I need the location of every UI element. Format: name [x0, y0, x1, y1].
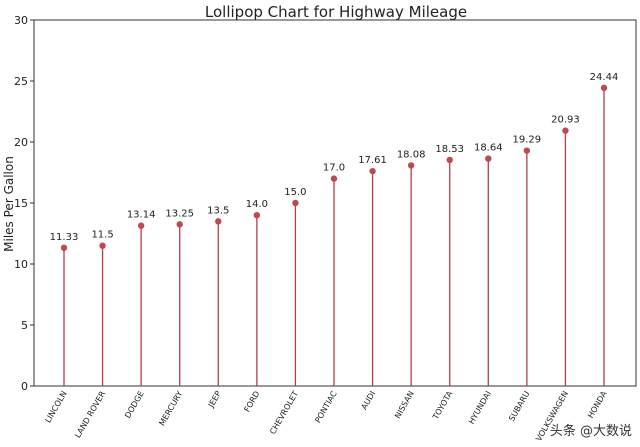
x-tick-label: CHEVROLET — [268, 389, 300, 435]
x-tick-label: LINCOLN — [43, 389, 68, 424]
x-tick-label: TOYOTA — [431, 389, 455, 422]
y-tick-label: 10 — [14, 258, 28, 271]
data-label: 11.33 — [50, 232, 79, 243]
watermark: 头条 @大数说 — [549, 424, 632, 439]
lollipop-marker — [176, 221, 183, 228]
data-label: 15.0 — [284, 187, 306, 198]
x-tick-label: JEEP — [206, 389, 223, 409]
lollipop-marker — [485, 155, 492, 162]
y-tick-label: 15 — [14, 197, 28, 210]
data-label: 24.44 — [590, 72, 619, 83]
data-label: 17.0 — [323, 163, 345, 174]
data-label: 14.0 — [246, 199, 268, 210]
lollipop-marker — [446, 156, 453, 164]
y-axis-label: Miles Per Gallon — [2, 156, 16, 252]
data-label: 13.14 — [127, 210, 156, 221]
lollipop-marker — [600, 84, 608, 92]
y-axis: 0 5 10 15 20 25 30 — [14, 14, 34, 393]
lollipop-marker — [60, 244, 68, 251]
lollipop-marker — [369, 167, 376, 175]
x-tick-label: LAND ROVER — [73, 389, 107, 439]
x-tick-label: DODGE — [123, 390, 146, 420]
x-tick-label: FORD — [242, 390, 261, 414]
x-tick-label: HONDA — [586, 389, 609, 420]
lollipop-marker — [137, 222, 145, 229]
lollipop-series: 11.33 11.5 13.14 13.25 13.5 14.0 15.0 17.0 17.61… — [50, 72, 619, 386]
data-label: 11.5 — [91, 230, 113, 241]
y-tick-label: 20 — [14, 136, 28, 149]
lollipop-marker — [215, 218, 222, 225]
data-label: 19.29 — [513, 135, 542, 146]
lollipop-marker — [292, 199, 299, 207]
lollipop-marker — [523, 147, 531, 154]
data-label: 13.5 — [207, 205, 229, 216]
data-label: 18.08 — [397, 149, 426, 160]
chart-title: Lollipop Chart for Highway Mileage — [205, 3, 467, 21]
lollipop-marker — [407, 162, 415, 169]
lollipop-marker — [330, 175, 338, 182]
data-label: 18.64 — [474, 143, 503, 154]
data-label: 18.53 — [435, 144, 464, 155]
lollipop-marker — [253, 212, 261, 219]
x-axis: LINCOLN LAND ROVER DODGE MERCURY JEEP FORD CHE… — [43, 389, 609, 443]
y-tick-label: 30 — [14, 14, 28, 27]
y-tick-label: 0 — [21, 380, 28, 393]
x-tick-label: AUDI — [360, 390, 378, 412]
x-tick-label: NISSAN — [393, 389, 416, 420]
plot-area — [33, 19, 637, 387]
y-tick-label: 25 — [14, 75, 28, 88]
data-label: 13.25 — [165, 208, 194, 219]
x-tick-label: MERCURY — [157, 389, 184, 427]
lollipop-marker — [99, 242, 106, 249]
lollipop-marker — [562, 127, 569, 134]
x-tick-label: SUBARU — [507, 389, 532, 422]
y-tick-label: 5 — [21, 319, 28, 332]
data-label: 17.61 — [358, 155, 387, 166]
data-label: 20.93 — [551, 115, 580, 126]
x-tick-label: PONTIAC — [313, 389, 339, 424]
x-tick-label: HYUNDAI — [467, 390, 493, 426]
